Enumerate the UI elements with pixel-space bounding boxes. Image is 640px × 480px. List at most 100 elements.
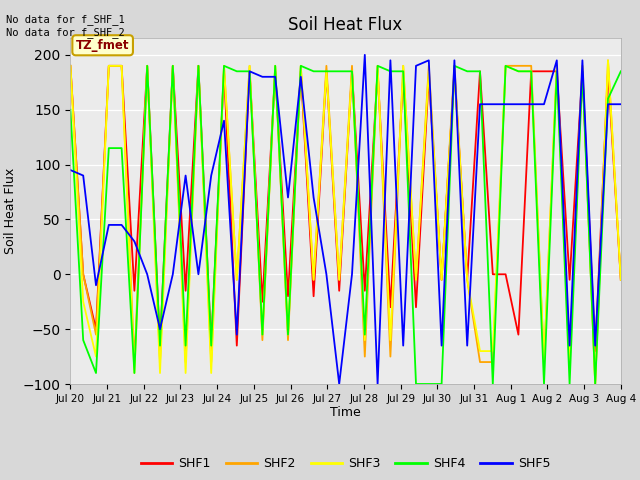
SHF5 <box>515 101 522 107</box>
SHF1 <box>438 277 445 283</box>
SHF4 <box>399 69 407 74</box>
SHF2 <box>195 63 202 69</box>
SHF4 <box>463 69 471 74</box>
SHF1 <box>502 271 509 277</box>
SHF4 <box>553 69 561 74</box>
SHF3 <box>579 63 586 69</box>
SHF3 <box>105 63 113 69</box>
SHF3 <box>489 348 497 354</box>
SHF2 <box>335 277 343 283</box>
SHF3 <box>335 277 343 283</box>
SHF1 <box>310 293 317 299</box>
SHF4 <box>425 381 433 387</box>
SHF1 <box>246 69 253 74</box>
SHF1 <box>579 69 586 74</box>
SHF4 <box>195 63 202 69</box>
SHF1 <box>387 304 394 310</box>
SHF1 <box>348 69 356 74</box>
SHF2 <box>271 63 279 69</box>
SHF4 <box>438 381 445 387</box>
SHF2 <box>169 63 177 69</box>
SHF1 <box>335 288 343 294</box>
SHF5 <box>399 343 407 348</box>
SHF4 <box>540 381 548 387</box>
SHF1 <box>79 271 87 277</box>
SHF1 <box>233 343 241 348</box>
SHF3 <box>361 337 369 343</box>
SHF1 <box>323 69 330 74</box>
SHF4 <box>502 63 509 69</box>
SHF1 <box>463 277 471 283</box>
SHF1 <box>271 69 279 74</box>
SHF3 <box>412 277 420 283</box>
SHF2 <box>310 277 317 283</box>
SHF5 <box>463 343 471 348</box>
Text: No data for f_SHF_1
No data for f_SHF_2: No data for f_SHF_1 No data for f_SHF_2 <box>6 14 125 38</box>
SHF3 <box>527 69 535 74</box>
SHF5 <box>259 74 266 80</box>
SHF4 <box>374 63 381 69</box>
SHF1 <box>182 288 189 294</box>
SHF4 <box>105 145 113 151</box>
SHF1 <box>156 343 164 348</box>
SHF5 <box>425 58 433 63</box>
SHF2 <box>105 63 113 69</box>
SHF1 <box>297 69 305 74</box>
SHF1 <box>284 293 292 299</box>
SHF1 <box>131 288 138 294</box>
SHF1 <box>591 348 599 354</box>
SHF2 <box>323 63 330 69</box>
SHF2 <box>463 277 471 283</box>
SHF3 <box>195 63 202 69</box>
SHF5 <box>246 69 253 74</box>
SHF2 <box>284 337 292 343</box>
SHF4 <box>310 69 317 74</box>
Text: TZ_fmet: TZ_fmet <box>76 39 129 52</box>
SHF5 <box>131 239 138 244</box>
SHF5 <box>67 167 74 173</box>
SHF2 <box>387 354 394 360</box>
SHF1 <box>515 332 522 337</box>
SHF3 <box>540 359 548 365</box>
SHF2 <box>579 63 586 69</box>
SHF5 <box>169 271 177 277</box>
SHF4 <box>233 69 241 74</box>
SHF2 <box>425 63 433 69</box>
SHF4 <box>169 63 177 69</box>
SHF5 <box>143 271 151 277</box>
SHF4 <box>348 69 356 74</box>
SHF4 <box>131 370 138 376</box>
Line: SHF2: SHF2 <box>70 60 621 384</box>
SHF3 <box>169 63 177 69</box>
SHF3 <box>143 63 151 69</box>
SHF2 <box>451 63 458 69</box>
SHF3 <box>399 63 407 69</box>
X-axis label: Time: Time <box>330 407 361 420</box>
SHF2 <box>374 63 381 69</box>
SHF2 <box>131 359 138 365</box>
SHF5 <box>540 101 548 107</box>
SHF2 <box>207 359 215 365</box>
SHF1 <box>604 69 612 74</box>
SHF2 <box>67 63 74 69</box>
SHF2 <box>591 381 599 387</box>
SHF4 <box>566 381 573 387</box>
SHF4 <box>79 337 87 343</box>
SHF3 <box>374 63 381 69</box>
SHF2 <box>92 332 100 337</box>
SHF1 <box>169 63 177 69</box>
SHF4 <box>361 332 369 337</box>
SHF3 <box>387 337 394 343</box>
SHF3 <box>182 370 189 376</box>
SHF2 <box>566 359 573 365</box>
SHF1 <box>451 69 458 74</box>
SHF4 <box>476 69 484 74</box>
SHF4 <box>207 343 215 348</box>
SHF1 <box>540 69 548 74</box>
Title: Soil Heat Flux: Soil Heat Flux <box>289 16 403 34</box>
Line: SHF3: SHF3 <box>70 60 621 384</box>
SHF4 <box>527 69 535 74</box>
SHF2 <box>348 63 356 69</box>
SHF4 <box>259 332 266 337</box>
SHF2 <box>259 337 266 343</box>
